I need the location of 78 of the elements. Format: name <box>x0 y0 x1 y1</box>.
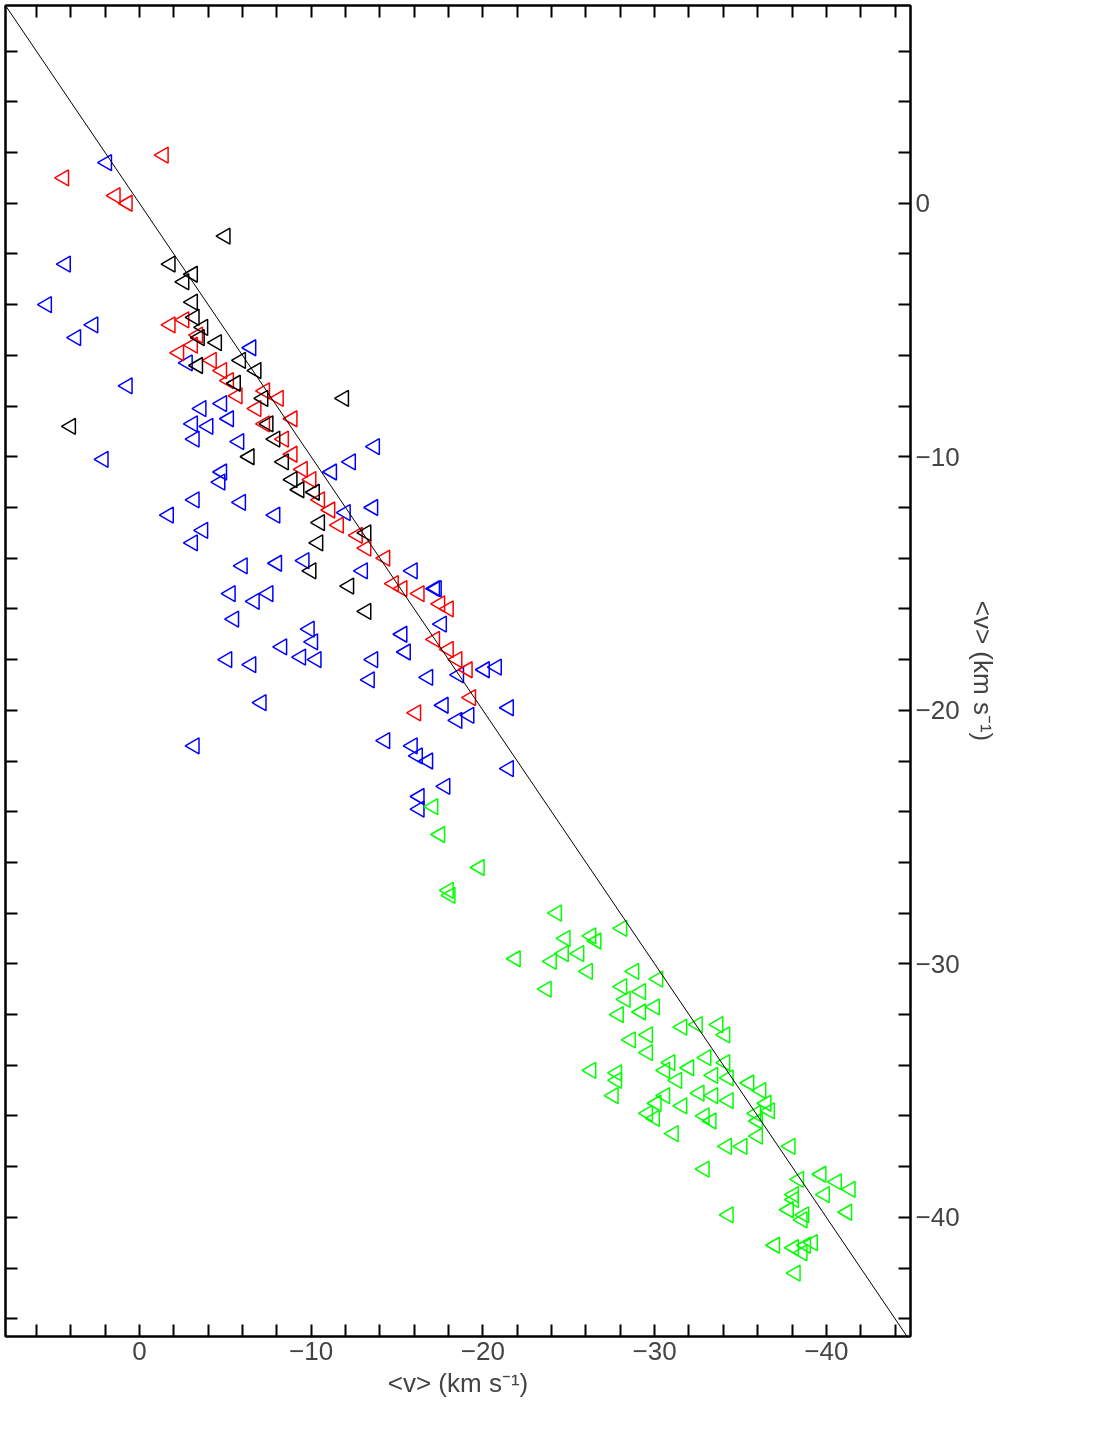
point <box>253 389 269 408</box>
point <box>187 356 204 375</box>
point <box>184 308 200 327</box>
point <box>117 194 133 212</box>
y-tick-label: 0 <box>915 188 930 219</box>
point <box>301 470 317 489</box>
point <box>309 513 326 532</box>
x-tick-label: −40 <box>804 1335 849 1366</box>
point <box>182 265 199 283</box>
point <box>375 549 391 567</box>
y-tick-label: −30 <box>915 948 960 979</box>
point <box>328 516 345 534</box>
point <box>405 704 422 722</box>
y-tick-label: −20 <box>915 695 960 726</box>
point <box>282 445 298 463</box>
point <box>225 374 241 392</box>
y-tick-label: −40 <box>915 1202 960 1233</box>
point <box>153 146 169 164</box>
point <box>392 579 408 598</box>
point <box>258 415 274 433</box>
point <box>160 255 176 273</box>
point <box>105 186 121 205</box>
point <box>193 318 209 337</box>
point <box>383 574 399 593</box>
point <box>227 387 243 405</box>
point <box>174 273 190 291</box>
point <box>356 539 372 557</box>
point <box>218 371 235 390</box>
point <box>282 470 298 489</box>
point <box>254 415 271 433</box>
x-tick-label: −20 <box>460 1335 505 1366</box>
point <box>308 534 324 552</box>
point <box>309 491 326 509</box>
point <box>347 526 363 545</box>
point <box>174 311 190 329</box>
point <box>246 361 262 380</box>
x-tick-label: −10 <box>289 1335 334 1366</box>
point <box>215 227 231 245</box>
point <box>254 382 271 400</box>
point <box>160 316 176 334</box>
point <box>356 602 372 621</box>
point <box>273 430 290 448</box>
point <box>447 650 463 669</box>
point <box>429 595 446 613</box>
point <box>211 361 228 380</box>
point <box>268 389 284 408</box>
point <box>438 600 454 618</box>
point <box>182 336 199 354</box>
point <box>246 399 262 418</box>
point <box>333 389 350 408</box>
point <box>273 453 290 471</box>
x-axis-title: <v> (km s⁻¹) <box>387 1367 529 1398</box>
point <box>292 460 308 479</box>
point <box>182 293 199 311</box>
point <box>60 417 77 436</box>
point <box>460 688 477 707</box>
point <box>230 351 247 370</box>
point <box>301 562 317 580</box>
point <box>201 351 217 370</box>
point <box>356 524 372 542</box>
point <box>168 344 185 362</box>
x-tick-label: −30 <box>632 1335 677 1366</box>
point <box>457 660 473 679</box>
point <box>438 640 454 659</box>
point <box>239 448 255 466</box>
y-axis-title: <v> (km s⁻¹) <box>967 600 998 742</box>
x-tick-label: 0 <box>132 1335 147 1366</box>
point <box>304 483 320 502</box>
point <box>289 480 305 499</box>
point <box>409 584 425 603</box>
point <box>282 409 298 428</box>
point <box>338 577 355 595</box>
point <box>53 169 70 187</box>
point <box>320 501 336 519</box>
point <box>424 630 441 649</box>
y-tick-label: −10 <box>915 441 960 472</box>
point <box>206 333 223 352</box>
point <box>265 430 281 448</box>
